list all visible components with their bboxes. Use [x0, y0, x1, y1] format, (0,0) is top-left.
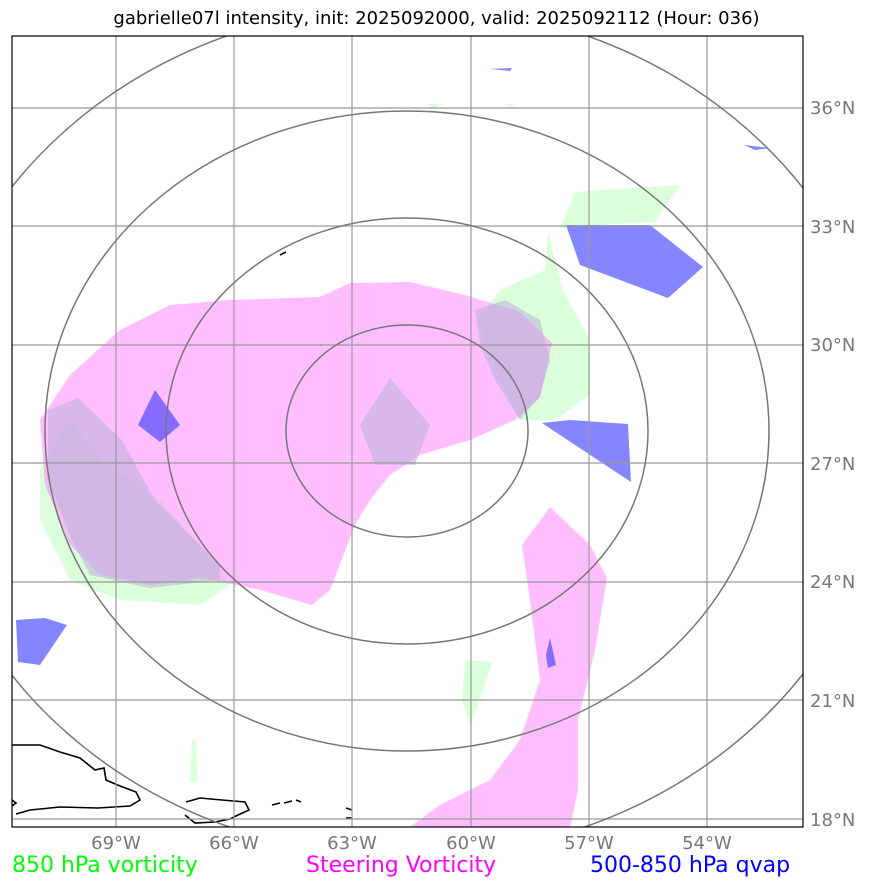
- legend-qvap: 500-850 hPa qvap: [590, 853, 791, 878]
- lon-label: 66°W: [209, 833, 259, 854]
- lon-label: 57°W: [564, 833, 614, 854]
- gridlines: [12, 36, 803, 827]
- legend-850-vorticity: 850 hPa vorticity: [12, 853, 198, 878]
- lat-label: 18°N: [810, 810, 855, 831]
- range-ring-2: [165, 217, 649, 645]
- qvap-fill: [16, 68, 770, 668]
- longitude-labels: 69°W 66°W 63°W 60°W 57°W 54°W: [91, 833, 732, 854]
- lon-label: 69°W: [91, 833, 141, 854]
- plot-frame: [11, 35, 804, 828]
- lat-label: 36°N: [810, 98, 855, 119]
- range-ring-1: [285, 324, 529, 538]
- lat-label: 30°N: [810, 335, 855, 356]
- lat-label: 21°N: [810, 691, 855, 712]
- lon-label: 63°W: [327, 833, 377, 854]
- range-ring-3: [44, 110, 770, 752]
- range-rings: [12, 36, 803, 827]
- coastline: [12, 251, 353, 824]
- lon-label: 54°W: [682, 833, 732, 854]
- lat-label: 33°N: [810, 217, 855, 238]
- lon-label: 60°W: [446, 833, 496, 854]
- overlap-fill: [48, 300, 550, 588]
- map-title: gabrielle07l intensity, init: 2025092000…: [113, 8, 760, 29]
- lat-label: 24°N: [810, 572, 855, 593]
- legend-steering-vorticity: Steering Vorticity: [306, 853, 497, 878]
- latitude-labels: 36°N 33°N 30°N 27°N 24°N 21°N 18°N: [810, 98, 855, 831]
- lat-label: 27°N: [810, 454, 855, 475]
